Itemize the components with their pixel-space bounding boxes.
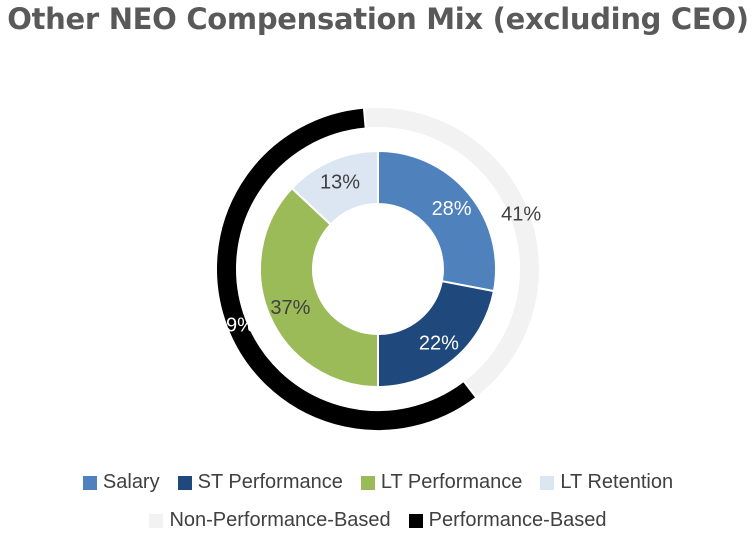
outer-ring-label-performance-based: 59% xyxy=(215,315,255,337)
legend-swatch-salary xyxy=(82,475,97,490)
legend-swatch-performance-based xyxy=(408,513,423,528)
legend-swatch-lt-performance xyxy=(360,475,375,490)
legend-swatch-st-performance xyxy=(177,475,192,490)
chart-title: Other NEO Compensation Mix (excluding CE… xyxy=(7,2,749,36)
inner-ring-label-lt-retention: 13% xyxy=(320,171,360,193)
legend-item-st-performance: ST Performance xyxy=(177,471,343,494)
legend-label-salary: Salary xyxy=(102,471,160,493)
legend-swatch-lt-retention xyxy=(540,475,555,490)
legend-item-lt-retention: LT Retention xyxy=(540,471,673,494)
legend-item-lt-performance: LT Performance xyxy=(360,471,523,494)
donut-chart: 41% 59% 28% 22% 37% 13% xyxy=(215,106,541,432)
legend-item-performance-based: Performance-Based xyxy=(408,509,607,532)
legend-swatch-non-performance-based xyxy=(149,513,164,528)
legend-item-non-performance-based: Non-Performance-Based xyxy=(149,509,391,532)
legend-label-performance-based: Performance-Based xyxy=(428,509,607,531)
legend-label-non-performance-based: Non-Performance-Based xyxy=(169,509,391,531)
legend-label-lt-performance: LT Performance xyxy=(380,471,523,493)
legend-row-2: Non-Performance-Based Performance-Based xyxy=(0,509,756,532)
outer-ring-label-non-performance-based: 41% xyxy=(501,203,541,225)
inner-ring-label-lt-performance: 37% xyxy=(270,297,310,319)
inner-ring-slice-st-performance xyxy=(377,280,496,389)
legend-item-salary: Salary xyxy=(82,471,160,494)
inner-ring-slice-lt-performance xyxy=(259,186,379,389)
legend-row-1: Salary ST Performance LT Performance LT Ret… xyxy=(0,471,756,494)
outer-ring-slice-performance-based xyxy=(215,106,478,432)
inner-ring-label-salary: 28% xyxy=(432,198,472,220)
inner-ring-slice-lt-retention xyxy=(290,149,379,226)
legend-label-lt-retention: LT Retention xyxy=(560,471,674,493)
legend-label-st-performance: ST Performance xyxy=(197,471,343,493)
inner-ring-slice-salary xyxy=(377,149,497,293)
inner-ring-label-st-performance: 22% xyxy=(419,333,459,355)
